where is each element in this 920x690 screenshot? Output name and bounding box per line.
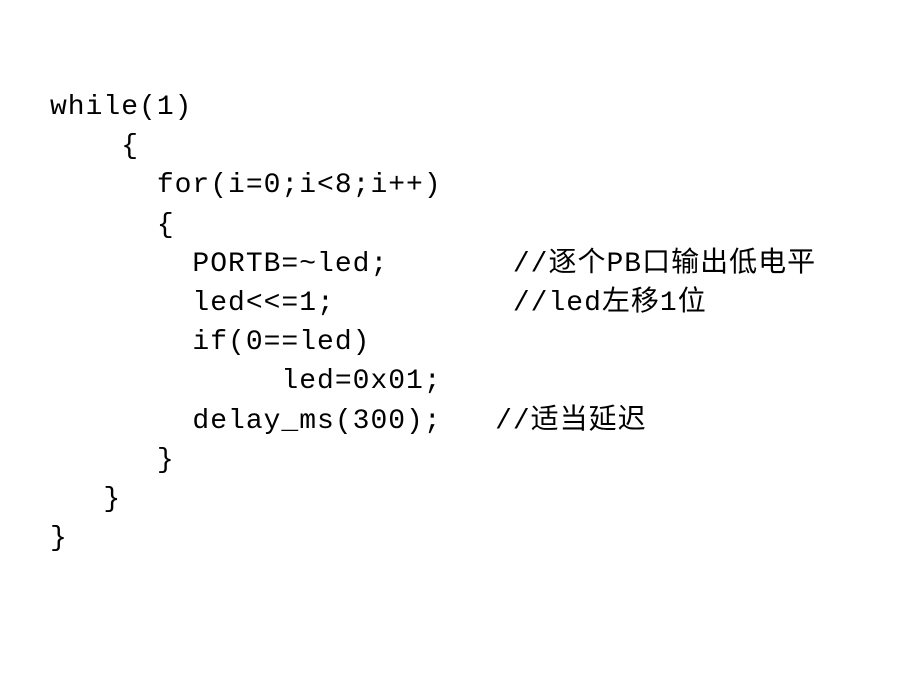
code-text: led<<=1; bbox=[50, 284, 513, 323]
code-line: { bbox=[50, 206, 920, 245]
code-comment: //led左移1位 bbox=[513, 284, 707, 323]
code-line: while(1) bbox=[50, 88, 920, 127]
code-line: delay_ms(300); //适当延迟 bbox=[50, 402, 920, 441]
code-line: led<<=1; //led左移1位 bbox=[50, 284, 920, 323]
code-line: if(0==led) bbox=[50, 323, 920, 362]
code-text: } bbox=[50, 441, 175, 480]
code-block: while(1) { for(i=0;i<8;i++) { PORTB=~led… bbox=[50, 88, 920, 558]
code-comment: //逐个PB口输出低电平 bbox=[513, 245, 816, 284]
code-text: { bbox=[50, 127, 139, 166]
code-line: { bbox=[50, 127, 920, 166]
code-line: } bbox=[50, 480, 920, 519]
code-text: if(0==led) bbox=[50, 323, 370, 362]
code-text: for(i=0;i<8;i++) bbox=[50, 166, 442, 205]
code-text: delay_ms(300); bbox=[50, 402, 495, 441]
code-line: PORTB=~led; //逐个PB口输出低电平 bbox=[50, 245, 920, 284]
code-comment: //适当延迟 bbox=[495, 402, 647, 441]
code-line: led=0x01; bbox=[50, 362, 920, 401]
code-text: } bbox=[50, 480, 121, 519]
code-line: } bbox=[50, 441, 920, 480]
code-text: while(1) bbox=[50, 88, 192, 127]
code-text: led=0x01; bbox=[50, 362, 442, 401]
code-text: PORTB=~led; bbox=[50, 245, 513, 284]
code-text: { bbox=[50, 206, 175, 245]
code-line: for(i=0;i<8;i++) bbox=[50, 166, 920, 205]
code-text: } bbox=[50, 519, 68, 558]
code-line: } bbox=[50, 519, 920, 558]
